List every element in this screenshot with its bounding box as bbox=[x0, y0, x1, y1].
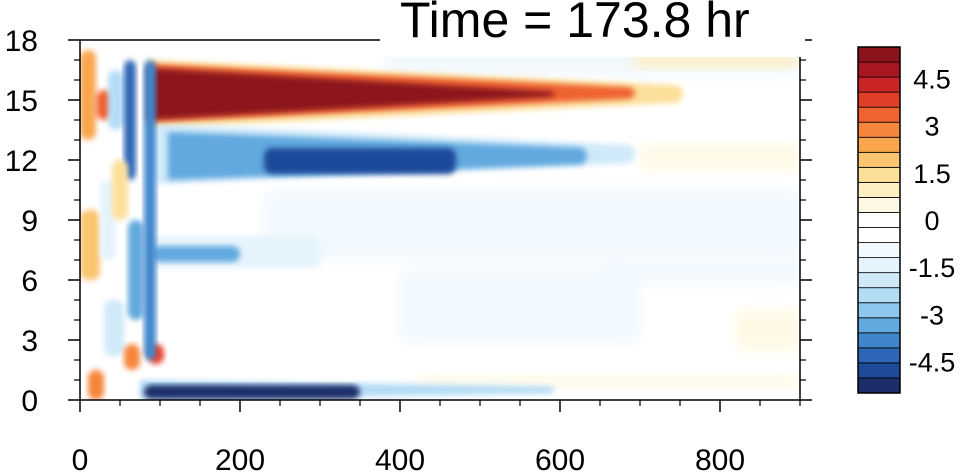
light-yellow-patch bbox=[416, 376, 800, 388]
chart-title: Time = 173.8 hr bbox=[400, 0, 750, 48]
colorbar-swatch bbox=[857, 121, 901, 138]
y-axis: 0 3 6 9 12 15 18 bbox=[5, 25, 812, 418]
x-tick-label: 0 bbox=[72, 444, 89, 473]
light-blue-patch bbox=[400, 268, 640, 344]
colorbar-swatch bbox=[857, 377, 901, 394]
x-tick-label: 800 bbox=[695, 444, 745, 473]
mid-band-core bbox=[152, 246, 240, 262]
colorbar-tick-label: 4.5 bbox=[913, 64, 951, 94]
y-tick-label: 15 bbox=[5, 85, 38, 118]
title-backing bbox=[380, 0, 805, 57]
colorbar-swatch bbox=[857, 151, 901, 168]
y-tick-label: 9 bbox=[21, 205, 38, 238]
left-edge-patch bbox=[80, 50, 96, 140]
left-edge-patch bbox=[104, 300, 124, 356]
colorbar-tick-label: -3 bbox=[920, 300, 944, 330]
left-edge-patch bbox=[108, 70, 124, 130]
y-tick-label: 3 bbox=[21, 325, 38, 358]
x-tick-label: 200 bbox=[215, 444, 265, 473]
y-tick-label: 12 bbox=[5, 145, 38, 178]
colorbar-swatch bbox=[857, 362, 901, 379]
x-axis: 0 200 400 600 800 bbox=[72, 400, 801, 473]
y-tick-label: 18 bbox=[5, 25, 38, 58]
y-tick-label: 0 bbox=[21, 385, 38, 418]
lower-band-core bbox=[264, 148, 456, 174]
colorbar-swatch bbox=[857, 272, 901, 289]
light-blue-patch bbox=[600, 256, 800, 284]
colorbar-swatch bbox=[857, 302, 901, 319]
colorbar-swatch bbox=[857, 332, 901, 349]
front-negative bbox=[144, 60, 156, 360]
colorbar-swatch bbox=[857, 61, 901, 78]
colorbar-swatch bbox=[857, 46, 901, 63]
light-yellow-patch bbox=[640, 144, 800, 170]
colorbar-swatch bbox=[857, 257, 901, 274]
colorbar-swatch bbox=[857, 166, 901, 183]
colorbar-swatch bbox=[857, 317, 901, 334]
y-tick-label: 6 bbox=[21, 265, 38, 298]
colorbar-swatch bbox=[857, 106, 901, 123]
colorbar: 4.5 3 1.5 0 -1.5 -3 -4.5 bbox=[857, 46, 956, 394]
left-edge-patch bbox=[80, 210, 100, 280]
upper-band-core bbox=[148, 68, 555, 120]
left-edge-patch bbox=[88, 370, 104, 400]
left-edge-patch bbox=[128, 220, 144, 320]
colorbar-frame bbox=[857, 46, 901, 394]
colorbar-swatch bbox=[857, 212, 901, 228]
colorbar-swatch bbox=[857, 181, 901, 198]
colorbar-swatch bbox=[857, 287, 901, 304]
x-tick-label: 600 bbox=[535, 444, 585, 473]
colorbar-swatch bbox=[857, 227, 901, 243]
light-yellow-patch bbox=[632, 54, 800, 68]
left-edge-patch bbox=[124, 60, 136, 180]
colorbar-swatch bbox=[857, 242, 901, 259]
colorbar-swatch bbox=[857, 136, 901, 153]
left-edge-patch bbox=[124, 344, 140, 370]
colorbar-tick-label: -4.5 bbox=[909, 348, 956, 378]
colorbar-tick-label: 3 bbox=[924, 112, 939, 142]
light-blue-patch bbox=[264, 190, 800, 260]
colorbar-tick-label: 0 bbox=[924, 206, 939, 236]
colorbar-swatch bbox=[857, 197, 901, 213]
colorbar-swatch bbox=[857, 76, 901, 93]
left-edge-patch bbox=[112, 160, 128, 220]
light-yellow-patch bbox=[736, 310, 800, 350]
colorbar-tick-label: 1.5 bbox=[913, 159, 951, 189]
x-tick-label: 400 bbox=[375, 444, 425, 473]
colorbar-swatch bbox=[857, 91, 901, 108]
surface-band-core bbox=[144, 385, 360, 399]
colorbar-tick-label: -1.5 bbox=[909, 253, 956, 283]
colorbar-swatch bbox=[857, 347, 901, 364]
